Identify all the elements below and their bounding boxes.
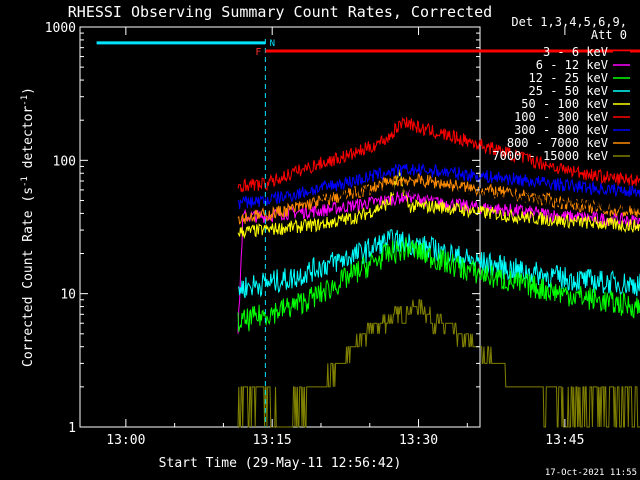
series-line-5 [237,116,640,193]
series-line-0 [237,170,640,213]
legend-label-8: 7000 - 15000 keV [492,149,608,163]
x-tick-label-2: 13:30 [399,433,438,448]
marker-layer: NF [96,39,640,427]
legend-label-1: 6 - 12 keV [536,58,608,72]
legend-header-line1: Det 1,3,4,5,6,9, [511,15,627,29]
x-tick-label-3: 13:45 [545,433,584,448]
legend-header-line2: Att 0 [591,28,627,42]
tick-layer: 13:0013:1513:3013:4514:0014:1514:3011010… [45,21,585,448]
legend-label-3: 25 - 50 keV [529,84,608,98]
footer-timestamp: 17-Oct-2021 11:55 [545,468,637,478]
series-line-8 [237,299,640,428]
y-tick-label-2: 100 [53,154,76,169]
y-tick-label-3: 1000 [45,21,76,36]
series-line-1 [237,189,640,334]
chart-title: RHESSI Observing Summary Count Rates, Co… [68,3,492,21]
x-tick-label-0: 13:00 [106,433,145,448]
y-tick-label-0: 1 [68,421,76,436]
legend-label-2: 12 - 25 keV [529,71,608,85]
x-tick-label-1: 13:15 [253,433,292,448]
series-line-3 [237,228,640,299]
legend-label-6: 300 - 800 keV [514,123,608,137]
y-tick-label-1: 10 [60,288,76,303]
series-layer [237,116,640,428]
x-axis-label: Start Time (29-May-11 12:56:42) [159,456,402,471]
legend-label-0: 3 - 6 keV [543,45,608,59]
y-axis-label: Corrected Count Rate (s-1 detector-1) [20,87,36,367]
legend-label-4: 50 - 100 keV [521,97,608,111]
legend-label-5: 100 - 300 keV [514,110,608,124]
flare-bar-label: F [255,47,261,58]
series-line-4 [237,169,640,240]
series-line-2 [237,237,640,332]
series-line-6 [237,162,640,210]
legend-label-7: 800 - 7000 keV [507,136,608,150]
night-bar-label: N [270,39,275,49]
